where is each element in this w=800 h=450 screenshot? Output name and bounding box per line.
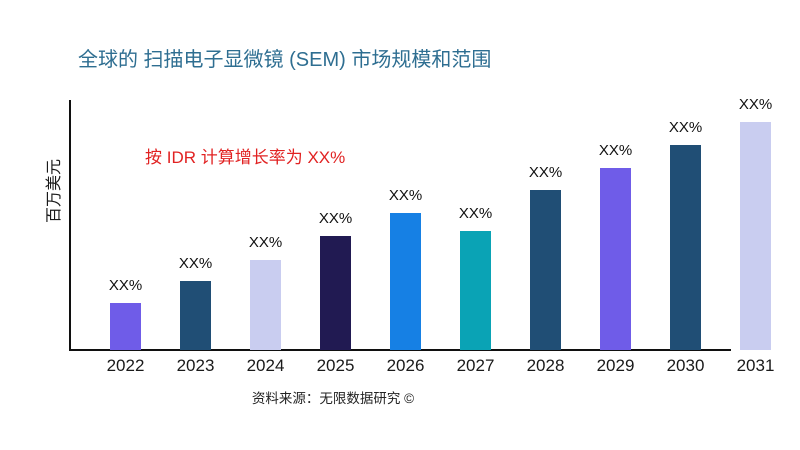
x-tick-2029: 2029 (596, 356, 635, 375)
bar-value-label-2028: XX% (528, 164, 563, 181)
bar-value-label-2031: XX% (738, 96, 773, 113)
x-tick-2023: 2023 (176, 356, 215, 375)
x-tick-2025: 2025 (316, 356, 355, 375)
bar-2023 (180, 281, 211, 350)
bar-value-label-2027: XX% (458, 205, 493, 222)
growth-rate-annotation: 按 IDR 计算增长率为 XX% (145, 148, 346, 167)
x-tick-2030: 2030 (666, 356, 705, 375)
bar-2028 (530, 190, 561, 350)
bar-2024 (250, 260, 281, 350)
x-tick-2024: 2024 (246, 356, 285, 375)
x-tick-2031: 2031 (736, 356, 775, 375)
bar-value-label-2029: XX% (598, 142, 633, 159)
bar-2022 (110, 303, 141, 350)
bar-2026 (390, 213, 421, 350)
x-tick-2026: 2026 (386, 356, 425, 375)
bar-2029 (600, 168, 631, 350)
bar-value-label-2024: XX% (248, 234, 283, 251)
x-tick-2028: 2028 (526, 356, 565, 375)
x-tick-2027: 2027 (456, 356, 495, 375)
y-axis-label: 百万美元 (46, 159, 63, 224)
x-axis-line (69, 349, 731, 351)
x-tick-2022: 2022 (106, 356, 145, 375)
bar-2027 (460, 231, 491, 350)
bar-value-label-2030: XX% (668, 119, 703, 136)
chart-title: 全球的 扫描电子显微镜 (SEM) 市场规模和范围 (78, 49, 492, 71)
bar-value-label-2026: XX% (388, 187, 423, 204)
bar-2031 (740, 122, 771, 350)
bar-2025 (320, 236, 351, 350)
y-axis-line (69, 100, 71, 350)
bar-value-label-2025: XX% (318, 210, 353, 227)
source-note: 资料来源：无限数据研究 © (251, 391, 415, 406)
bar-value-label-2023: XX% (178, 255, 213, 272)
bar-value-label-2022: XX% (108, 277, 143, 294)
bar-2030 (670, 145, 701, 350)
